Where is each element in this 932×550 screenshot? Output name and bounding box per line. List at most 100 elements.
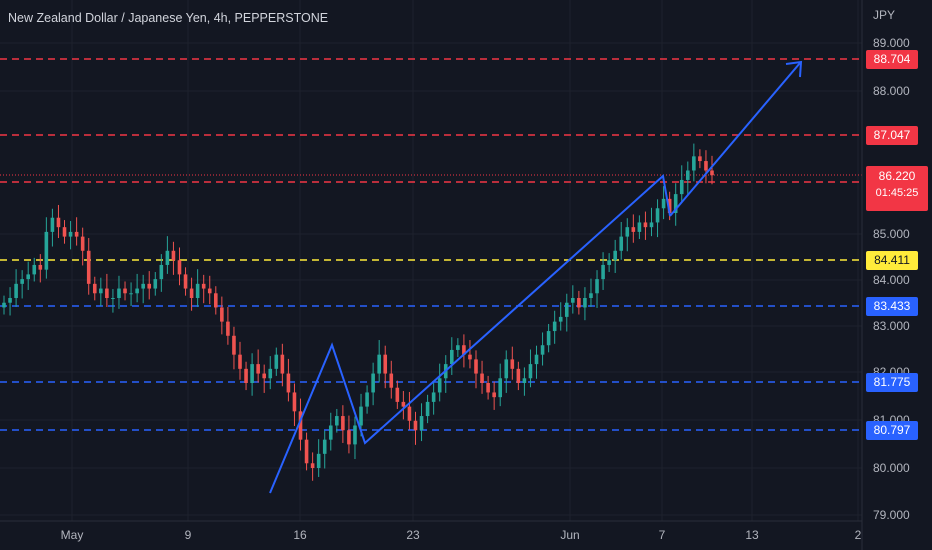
candle-body — [232, 335, 236, 355]
candle-body — [577, 298, 581, 308]
candle-body — [286, 373, 291, 393]
candle-body — [528, 364, 533, 379]
candle-body — [564, 302, 569, 317]
candle-body — [546, 331, 551, 346]
time-tick-label: 7 — [658, 528, 666, 542]
candles — [2, 143, 714, 481]
candle-body — [44, 231, 49, 270]
trend-drawings[interactable] — [269, 60, 803, 494]
candle-body — [68, 231, 73, 237]
candle-body — [111, 298, 115, 299]
price-level-tag: 88.704 — [866, 50, 918, 69]
candle-body — [274, 354, 279, 369]
time-tick-label: 2 — [854, 528, 862, 542]
candle-body — [316, 453, 321, 468]
zigzag-pattern-line — [269, 174, 671, 494]
candle-body — [56, 217, 61, 228]
candle-body — [159, 264, 164, 280]
candle-body — [437, 378, 442, 393]
candle-body — [540, 345, 545, 355]
candle-body — [8, 298, 12, 303]
price-level-tag: 81.775 — [866, 373, 918, 392]
candle-body — [498, 378, 503, 398]
candle-body — [558, 316, 563, 322]
price-level-tag: 84.411 — [866, 251, 918, 270]
candle-body — [480, 373, 484, 383]
candle-body — [595, 279, 599, 294]
candle-body — [474, 359, 478, 374]
candle-body — [456, 345, 460, 350]
candle-body — [129, 293, 133, 295]
candle-body — [407, 406, 412, 421]
candle-body — [171, 250, 176, 261]
candle-body — [462, 345, 466, 355]
candle-body — [74, 231, 79, 237]
candle-body — [504, 359, 509, 379]
candle-body — [183, 274, 188, 289]
candle-body — [195, 283, 200, 298]
candle-body — [710, 170, 714, 176]
arrow-head — [785, 60, 803, 78]
candle-body — [522, 378, 527, 383]
candle-body — [383, 354, 388, 374]
candle-body — [419, 416, 424, 431]
candle-body — [607, 260, 611, 265]
candle-body — [256, 364, 260, 374]
candle-body — [365, 392, 369, 407]
candle-body — [401, 401, 406, 407]
candle-body — [62, 227, 67, 237]
price-levels — [0, 58, 862, 431]
candle-body — [135, 288, 139, 294]
price-tick-label: 85.000 — [873, 227, 910, 241]
candle-body — [220, 307, 224, 322]
candle-body — [14, 283, 18, 298]
candle-body — [679, 179, 684, 195]
price-level-tag: 80.797 — [866, 421, 918, 440]
candle-body — [32, 264, 37, 275]
candle-body — [92, 283, 97, 294]
candle-body — [26, 274, 31, 280]
candle-body — [226, 321, 230, 336]
time-tick-label: 13 — [745, 528, 759, 542]
price-level-tag: 87.047 — [866, 126, 918, 145]
candle-body — [359, 406, 363, 426]
candle-body — [262, 373, 267, 379]
candle-body — [571, 298, 575, 303]
price-tick-label: 84.000 — [873, 273, 910, 287]
candle-body — [280, 354, 285, 374]
time-tick-label: 16 — [293, 528, 307, 542]
candle-body — [661, 198, 666, 209]
candle-body — [583, 298, 587, 308]
candle-body — [20, 279, 24, 284]
currency-unit: JPY — [873, 8, 896, 22]
candle-body — [425, 401, 430, 417]
candle-body — [613, 250, 617, 261]
candle-body — [655, 208, 660, 223]
candle-body — [189, 288, 194, 298]
candle-body — [685, 170, 690, 180]
candle-body — [698, 156, 702, 162]
candle-body — [692, 156, 696, 171]
bar-countdown: 01:45:25 — [875, 187, 919, 199]
price-tick-label: 89.000 — [873, 36, 910, 50]
candle-body — [304, 439, 309, 464]
candle-body — [449, 349, 454, 365]
candle-body — [117, 288, 121, 298]
candle-body — [250, 364, 254, 383]
candle-body — [2, 302, 6, 308]
candle-body — [395, 387, 400, 402]
price-level-tag: 83.433 — [866, 297, 918, 316]
candle-body — [492, 392, 496, 398]
candle-body — [589, 293, 593, 298]
candle-body — [516, 368, 521, 383]
chart-title: New Zealand Dollar / Japanese Yen, 4h, P… — [8, 11, 329, 25]
time-tick-label: 23 — [406, 528, 420, 542]
candle-body — [486, 383, 490, 393]
candle-body — [213, 293, 218, 308]
candle-body — [667, 198, 672, 213]
candle-body — [643, 222, 648, 228]
candle-body — [552, 321, 557, 332]
candle-body — [177, 260, 182, 275]
candle-body — [468, 354, 472, 360]
